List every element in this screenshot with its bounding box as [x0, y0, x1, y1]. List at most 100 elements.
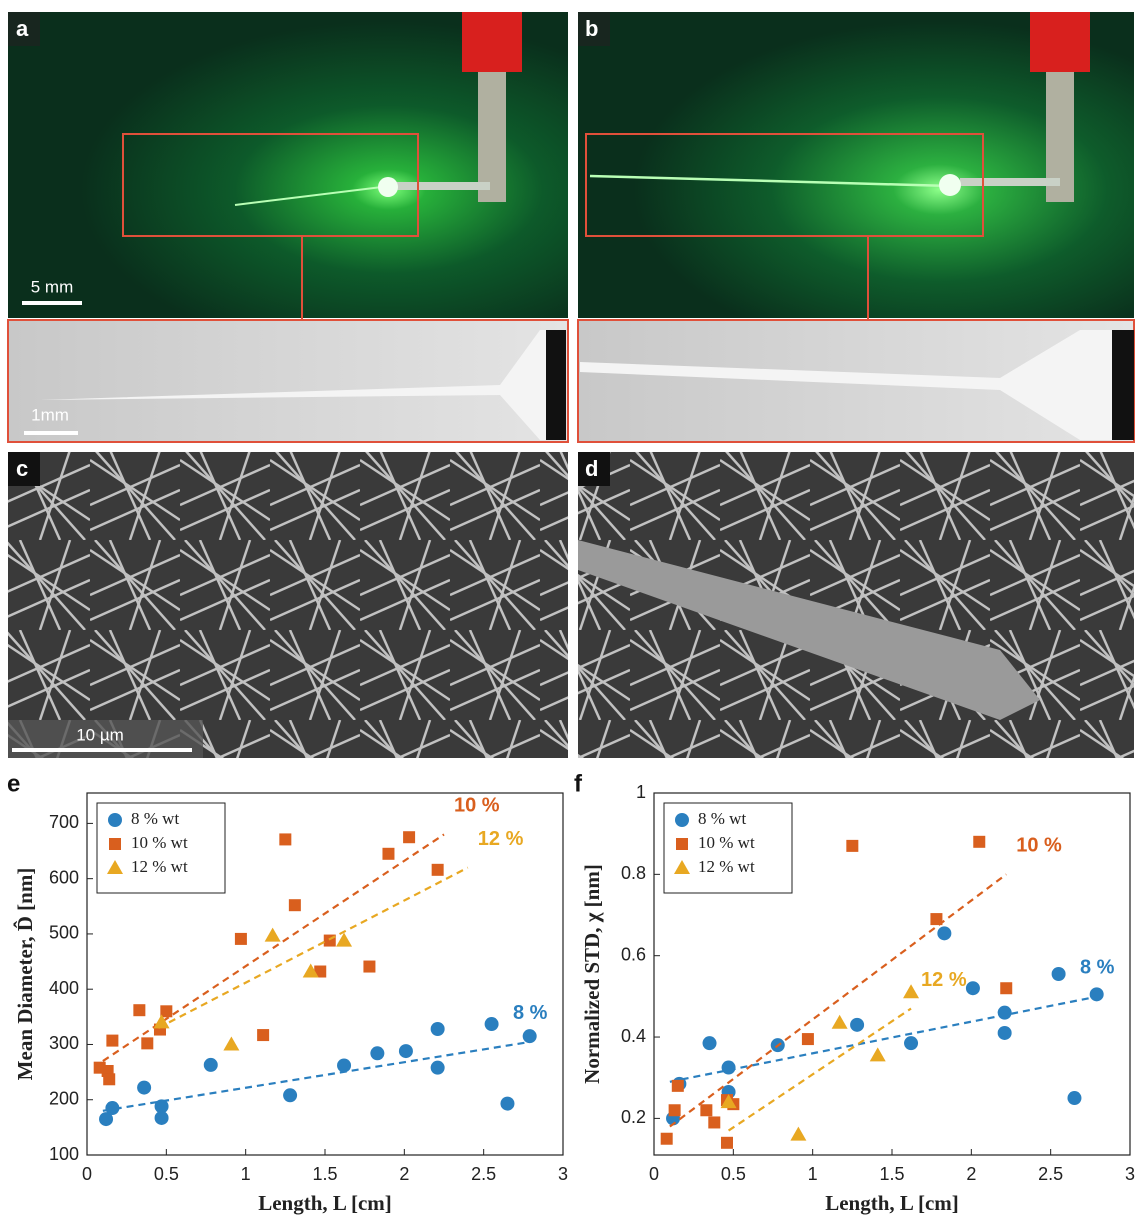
scale-bar-label: 5 mm [31, 277, 74, 296]
y-tick-label: 400 [49, 978, 79, 998]
point [998, 1026, 1012, 1040]
point [257, 1029, 269, 1041]
point [105, 1101, 119, 1115]
point [721, 1137, 733, 1149]
point [500, 1097, 514, 1111]
scale-bar-label: 1mm [31, 405, 69, 424]
point [722, 1061, 736, 1075]
point [1000, 982, 1012, 994]
point [431, 1061, 445, 1075]
point [106, 1035, 118, 1047]
point [403, 831, 415, 843]
x-tick-label: 1.5 [879, 1164, 904, 1184]
y-tick-label: 300 [49, 1033, 79, 1053]
y-tick-label: 700 [49, 812, 79, 832]
chart: 00.511.522.530.20.40.60.81Length, L [cm]… [574, 770, 1135, 1214]
point [485, 1017, 499, 1031]
sem-c [8, 452, 568, 758]
point [846, 840, 858, 852]
y-tick-label: 0.8 [621, 863, 646, 883]
y-tick-label: 0.4 [621, 1026, 646, 1046]
point [141, 1037, 153, 1049]
point [966, 981, 980, 995]
point [370, 1046, 384, 1060]
y-tick-label: 0.2 [621, 1107, 646, 1127]
point [672, 1080, 684, 1092]
point [133, 1004, 145, 1016]
inset-a [8, 320, 568, 442]
needle-inset [1112, 330, 1134, 440]
point [661, 1133, 673, 1145]
point [431, 1022, 445, 1036]
point [363, 961, 375, 973]
point [669, 1104, 681, 1116]
x-tick-label: 2.5 [1038, 1164, 1063, 1184]
needle-inset [546, 330, 566, 440]
y-axis-label: Normalized STD, χ [nm] [580, 864, 604, 1084]
panel-label: a [16, 16, 29, 41]
x-tick-label: 1.5 [312, 1164, 337, 1184]
point [998, 1006, 1012, 1020]
point [103, 1073, 115, 1085]
y-tick-label: 500 [49, 923, 79, 943]
x-tick-label: 0 [82, 1164, 92, 1184]
point [1067, 1091, 1081, 1105]
x-tick-label: 3 [1125, 1164, 1135, 1184]
clip [1030, 12, 1090, 72]
scale-bar-label: 10 µm [76, 725, 124, 744]
legend-label: 10 % wt [131, 833, 188, 852]
panel-label: b [585, 16, 598, 41]
figure: a b c d 5 mm 1mm 10 µm 00.511.522.531002… [0, 0, 1136, 1221]
point [1052, 967, 1066, 981]
point [850, 1018, 864, 1032]
point [283, 1088, 297, 1102]
fit-label: 10 % [1016, 835, 1062, 857]
legend-label: 8 % wt [131, 809, 179, 828]
panel-label: e [7, 770, 20, 797]
point [289, 899, 301, 911]
point [973, 836, 985, 848]
legend-marker [676, 838, 688, 850]
y-tick-label: 0.6 [621, 944, 646, 964]
point [937, 926, 951, 940]
legend-label: 10 % wt [698, 833, 755, 852]
legend-marker [109, 838, 121, 850]
point [382, 848, 394, 860]
y-tick-label: 600 [49, 867, 79, 887]
point [399, 1044, 413, 1058]
point [204, 1058, 218, 1072]
clip [462, 12, 522, 72]
y-axis-label: Mean Diameter, D̂ [nm] [13, 868, 37, 1081]
x-tick-label: 0.5 [154, 1164, 179, 1184]
legend-label: 12 % wt [131, 857, 188, 876]
point [700, 1104, 712, 1116]
fit-label: 10 % [454, 795, 500, 817]
point [432, 864, 444, 876]
x-tick-label: 2 [399, 1164, 409, 1184]
panel-label: d [585, 456, 598, 481]
x-tick-label: 0 [649, 1164, 659, 1184]
x-tick-label: 1 [241, 1164, 251, 1184]
x-axis-label: Length, L [cm] [825, 1191, 959, 1215]
point [708, 1116, 720, 1128]
x-tick-label: 0.5 [721, 1164, 746, 1184]
panel-label: f [574, 770, 583, 797]
point [137, 1081, 151, 1095]
sem-d [578, 452, 1134, 758]
point [155, 1111, 169, 1125]
fit-label: 8 % [513, 1002, 548, 1024]
x-axis-label: Length, L [cm] [258, 1191, 392, 1215]
x-tick-label: 3 [558, 1164, 568, 1184]
point [337, 1058, 351, 1072]
y-tick-label: 1 [636, 782, 646, 802]
legend-marker [108, 813, 122, 827]
x-tick-label: 2 [966, 1164, 976, 1184]
point [802, 1033, 814, 1045]
panel-label: c [16, 456, 28, 481]
point [279, 833, 291, 845]
tip-glow [378, 177, 398, 197]
legend-label: 12 % wt [698, 857, 755, 876]
x-tick-label: 2.5 [471, 1164, 496, 1184]
